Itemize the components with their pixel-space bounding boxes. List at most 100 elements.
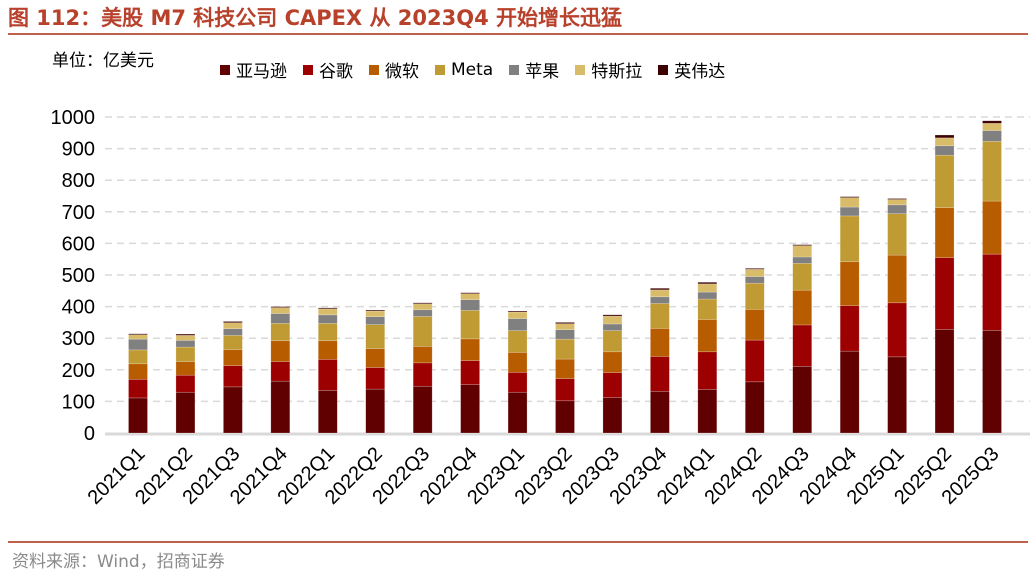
bar-segment xyxy=(934,137,955,147)
bar-segment xyxy=(839,261,860,306)
y-tick-label: 300 xyxy=(62,328,95,350)
bar-stack-2025Q3 xyxy=(982,120,1002,434)
bar-stack-2023Q4 xyxy=(650,287,670,434)
legend-item: 苹果 xyxy=(509,57,559,82)
bar-segment xyxy=(697,283,718,293)
bar-stack-2021Q4 xyxy=(270,306,291,434)
bar-segment xyxy=(270,313,291,324)
bar-segment xyxy=(792,256,813,264)
bar-segment xyxy=(887,254,907,304)
bar-segment xyxy=(460,293,480,300)
legend-label: 特斯拉 xyxy=(591,62,643,82)
bar-segment xyxy=(792,289,813,326)
legend-label: 亚马逊 xyxy=(236,62,287,82)
bar-segment xyxy=(175,391,196,434)
bar-segment xyxy=(223,386,243,434)
bar-stack-2024Q3 xyxy=(792,244,813,434)
bar-segment xyxy=(839,350,860,434)
bar-stack-2023Q2 xyxy=(555,322,575,434)
bar-segment xyxy=(887,213,907,256)
bar-segment xyxy=(934,154,955,208)
bar-segment xyxy=(887,356,907,434)
bar-segment xyxy=(223,322,243,330)
bar-stack-2024Q1 xyxy=(697,281,718,434)
bar-segment xyxy=(412,385,433,434)
bar-stack-2023Q1 xyxy=(507,310,528,434)
bar-segment xyxy=(982,123,1002,131)
y-tick-label: 100 xyxy=(62,391,95,413)
bar-segment xyxy=(317,390,338,434)
bar-segment xyxy=(792,263,813,291)
legend: 亚马逊 谷歌 微软 Meta 苹果 特斯拉 英伟达 xyxy=(220,57,725,82)
bar-stack-2022Q1 xyxy=(317,307,338,434)
bar-segment xyxy=(128,333,148,336)
bar-stack-2022Q3 xyxy=(412,302,433,434)
bar-segment xyxy=(317,308,338,316)
bar-segment xyxy=(744,276,765,284)
bar-segment xyxy=(365,316,386,325)
bar-segment xyxy=(365,309,386,312)
bar-segment xyxy=(744,282,765,310)
bar-segment xyxy=(650,303,670,329)
bar-segment xyxy=(507,311,528,319)
bar-segment xyxy=(128,363,148,380)
bar-segment xyxy=(602,397,623,434)
bar-segment xyxy=(460,338,480,361)
y-tick-label: 0 xyxy=(84,423,95,445)
bar-segment xyxy=(602,351,623,373)
bar-segment xyxy=(507,372,528,393)
figure-title: 图 112：美股 M7 科技公司 CAPEX 从 2023Q4 开始增长迅猛 xyxy=(8,6,623,30)
bar-segment xyxy=(744,268,765,270)
bar-segment xyxy=(223,328,243,336)
bar-stack-2025Q1 xyxy=(887,198,907,434)
bar-segment xyxy=(460,360,480,385)
bar-segment xyxy=(223,365,243,388)
bar-segment xyxy=(270,380,291,434)
legend-swatch xyxy=(220,64,230,75)
bar-segment xyxy=(365,324,386,349)
bar-segment xyxy=(602,315,623,325)
bar-segment xyxy=(744,309,765,341)
bar-segment xyxy=(507,310,528,313)
bar-segment xyxy=(650,289,670,298)
bar-segment xyxy=(270,323,291,342)
bar-segment xyxy=(982,329,1002,434)
bar-segment xyxy=(128,397,148,434)
legend-item: 亚马逊 xyxy=(220,57,287,82)
bar-segment xyxy=(839,197,860,208)
bar-segment xyxy=(412,316,433,347)
bar-segment xyxy=(744,269,765,277)
bar-segment xyxy=(175,340,196,348)
bar-segment xyxy=(460,384,480,434)
legend-item: 特斯拉 xyxy=(575,57,642,82)
bar-stack-2021Q2 xyxy=(175,333,196,434)
bar-segment xyxy=(650,390,670,434)
bar-segment xyxy=(223,321,243,324)
bar-segment xyxy=(175,335,196,341)
bar-segment xyxy=(270,340,291,362)
bar-segment xyxy=(555,358,575,379)
bar-segment xyxy=(839,305,860,352)
y-tick-label: 800 xyxy=(62,170,95,192)
source-divider xyxy=(8,541,1028,543)
bar-segment xyxy=(175,374,196,393)
y-tick-label: 500 xyxy=(62,265,95,287)
legend-item: 谷歌 xyxy=(303,57,353,82)
bar-segment xyxy=(365,388,386,434)
bar-segment xyxy=(982,141,1002,202)
bar-stack-2025Q2 xyxy=(934,134,955,434)
y-tick-label: 700 xyxy=(62,202,95,224)
bar-segment xyxy=(934,145,955,156)
bar-segment xyxy=(555,378,575,402)
bar-segment xyxy=(982,200,1002,255)
source-note: 资料来源：Wind，招商证券 xyxy=(12,552,225,572)
bar-segment xyxy=(792,324,813,367)
bar-segment xyxy=(460,310,480,340)
title-divider xyxy=(8,33,1028,35)
bar-segment xyxy=(128,334,148,340)
legend-swatch xyxy=(509,64,520,75)
bar-segment xyxy=(507,352,528,373)
bar-segment xyxy=(412,303,433,311)
